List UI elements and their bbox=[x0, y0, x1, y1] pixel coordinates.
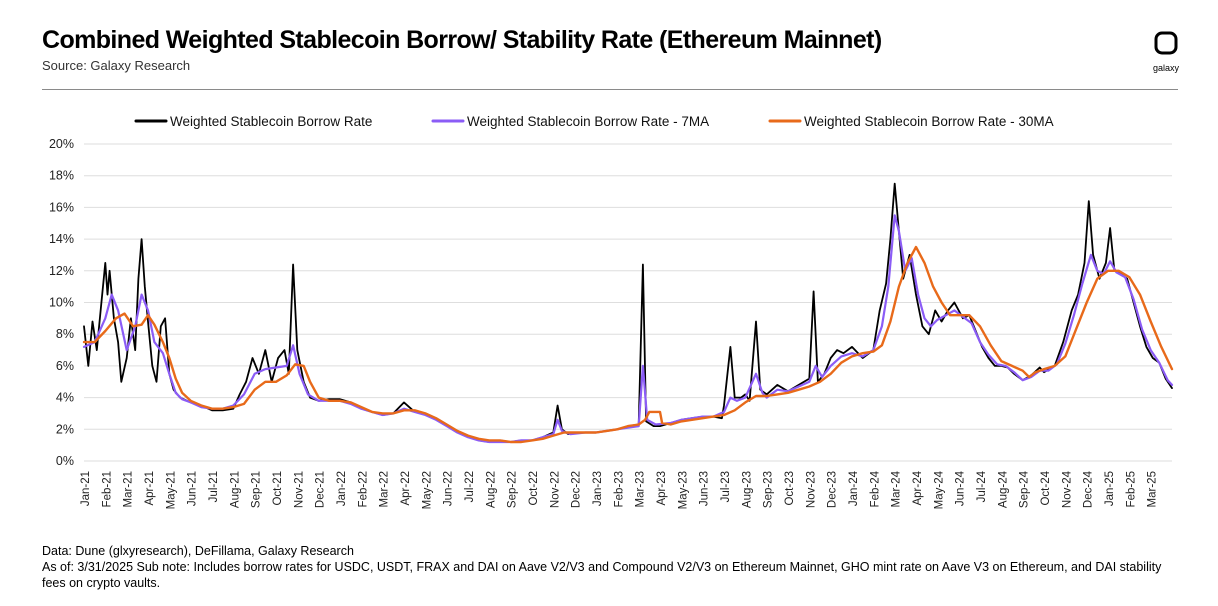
x-tick-label: Jan-25 bbox=[1104, 471, 1116, 506]
x-tick-label: Feb-23 bbox=[613, 471, 625, 507]
x-tick-label: Nov-23 bbox=[805, 471, 817, 508]
galaxy-logo: galaxy bbox=[1150, 30, 1182, 73]
footer-data-sources: Data: Dune (glxyresearch), DeFillama, Ga… bbox=[42, 544, 354, 558]
y-tick-label: 18% bbox=[49, 169, 74, 183]
x-tick-label: Jul-23 bbox=[720, 471, 732, 502]
x-tick-label: May-23 bbox=[677, 471, 689, 509]
x-tick-label: Aug-24 bbox=[997, 470, 1009, 508]
x-tick-label: Jul-22 bbox=[464, 471, 476, 502]
legend-label: Weighted Stablecoin Borrow Rate - 7MA bbox=[467, 114, 709, 129]
x-tick-label: Dec-21 bbox=[315, 471, 327, 508]
x-tick-label: Aug-23 bbox=[741, 471, 753, 508]
x-tick-label: Sep-24 bbox=[1019, 470, 1031, 508]
x-tick-label: Jul-21 bbox=[208, 471, 220, 502]
x-tick-label: Nov-24 bbox=[1061, 470, 1073, 508]
x-tick-label: Jun-23 bbox=[699, 471, 711, 506]
x-tick-label: Jun-22 bbox=[443, 471, 455, 506]
y-tick-label: 8% bbox=[56, 327, 74, 341]
x-tick-label: Mar-23 bbox=[635, 471, 647, 507]
x-tick-label: Feb-24 bbox=[869, 470, 881, 507]
x-tick-label: Dec-23 bbox=[827, 471, 839, 508]
x-tick-label: Mar-24 bbox=[891, 470, 903, 507]
line-chart: 0% 2% 4% 6% 8% 10% 12% 14% 16% 18% 20% Jan-21 Feb-2… bbox=[49, 114, 1174, 509]
galaxy-logo-text: galaxy bbox=[1152, 63, 1179, 73]
x-tick-label: Feb-22 bbox=[357, 471, 369, 507]
legend-label: Weighted Stablecoin Borrow Rate - 30MA bbox=[804, 114, 1054, 129]
x-tick-label: Oct-21 bbox=[272, 471, 284, 506]
legend: Weighted Stablecoin Borrow Rate Weighted … bbox=[134, 114, 1054, 129]
x-tick-label: Sep-23 bbox=[763, 471, 775, 508]
y-tick-label: 20% bbox=[49, 137, 74, 151]
x-tick-label: Oct-22 bbox=[528, 471, 540, 506]
y-tick-label: 14% bbox=[49, 232, 74, 246]
chart-source: Source: Galaxy Research bbox=[42, 58, 191, 73]
y-tick-label: 10% bbox=[49, 296, 74, 310]
x-tick-label: Dec-22 bbox=[571, 471, 583, 508]
x-tick-label: Apr-21 bbox=[144, 471, 156, 506]
legend-label: Weighted Stablecoin Borrow Rate bbox=[170, 114, 372, 129]
x-tick-label: Apr-24 bbox=[912, 470, 924, 505]
x-tick-label: Aug-22 bbox=[485, 471, 497, 508]
x-tick-label: Jun-24 bbox=[955, 470, 967, 506]
x-tick-label: May-22 bbox=[421, 471, 433, 509]
y-tick-label: 12% bbox=[49, 264, 74, 278]
x-tick-label: Feb-21 bbox=[101, 471, 113, 507]
y-tick-label: 6% bbox=[56, 359, 74, 373]
x-tick-label: Oct-24 bbox=[1040, 470, 1052, 505]
x-tick-label: Mar-21 bbox=[123, 471, 135, 507]
series-line bbox=[82, 214, 1174, 444]
y-tick-label: 16% bbox=[49, 200, 74, 214]
x-tick-label: Jan-24 bbox=[848, 470, 860, 506]
x-tick-label: Jan-23 bbox=[592, 471, 604, 506]
y-tick-label: 4% bbox=[56, 391, 74, 405]
y-tick-label: 0% bbox=[56, 454, 74, 468]
x-tick-label: Apr-23 bbox=[656, 471, 668, 506]
footer-note: As of: 3/31/2025 Sub note: Includes borr… bbox=[42, 560, 1162, 574]
x-tick-label: Sep-22 bbox=[507, 471, 519, 508]
x-tick-label: Jul-24 bbox=[976, 470, 988, 502]
x-tick-label: Mar-22 bbox=[379, 471, 391, 507]
x-tick-label: Feb-25 bbox=[1125, 471, 1137, 507]
x-tick-label: Sep-21 bbox=[251, 471, 263, 508]
x-tick-label: Jan-21 bbox=[80, 471, 92, 506]
x-tick-label: Dec-24 bbox=[1083, 470, 1095, 508]
x-tick-label: Nov-22 bbox=[549, 471, 561, 508]
x-tick-label: Aug-21 bbox=[229, 471, 241, 508]
series-line bbox=[83, 182, 1173, 443]
x-tick-label: May-24 bbox=[933, 470, 945, 509]
x-tick-label: Oct-23 bbox=[784, 471, 796, 506]
x-tick-label: Apr-22 bbox=[400, 471, 412, 506]
chart-title: Combined Weighted Stablecoin Borrow/ Sta… bbox=[42, 26, 882, 54]
x-tick-label: Jan-22 bbox=[336, 471, 348, 506]
series-line bbox=[82, 245, 1174, 444]
footer-note-continued: fees on crypto vaults. bbox=[42, 576, 161, 590]
y-axis: 0% 2% 4% 6% 8% 10% 12% 14% 16% 18% 20% bbox=[49, 137, 74, 468]
header-divider bbox=[42, 89, 1178, 90]
x-tick-label: May-21 bbox=[165, 471, 177, 509]
x-tick-label: Jun-21 bbox=[187, 471, 199, 506]
galaxy-logo-icon bbox=[1154, 31, 1178, 55]
grid-lines bbox=[84, 143, 1172, 462]
x-tick-label: Nov-21 bbox=[293, 471, 305, 508]
series-lines bbox=[82, 182, 1174, 444]
x-tick-label: Mar-25 bbox=[1147, 471, 1159, 507]
y-tick-label: 2% bbox=[56, 422, 74, 436]
x-axis: Jan-21 Feb-21 Mar-21 Apr-21 May-21 Jun-21 Jul-… bbox=[80, 470, 1159, 509]
